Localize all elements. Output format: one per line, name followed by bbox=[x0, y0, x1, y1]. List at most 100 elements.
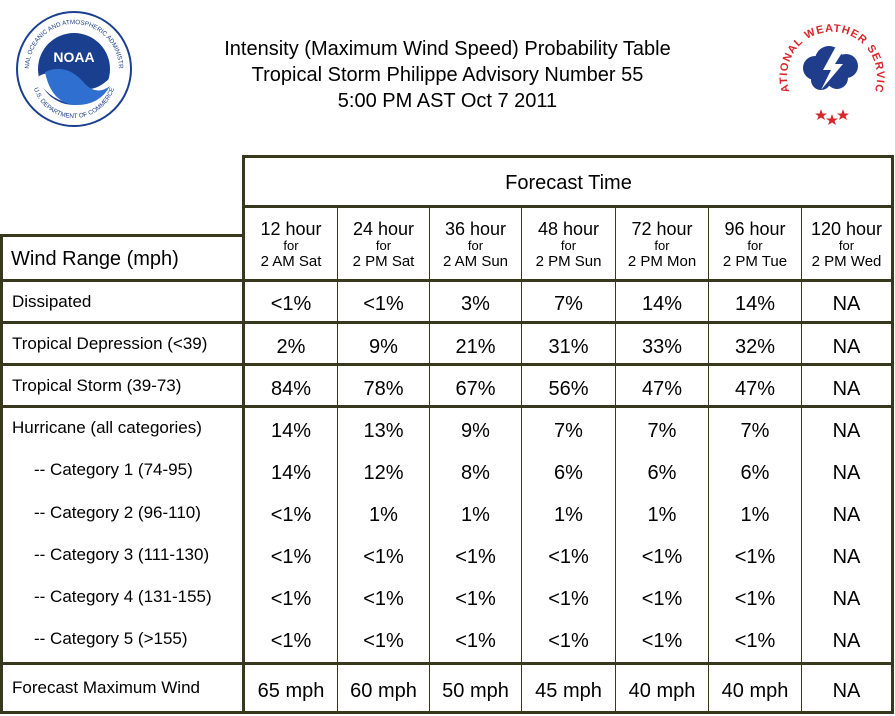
column-header-hour: 72 hour bbox=[631, 219, 693, 239]
column-header: 24 hour for 2 PM Sat bbox=[338, 219, 429, 277]
table-cell: 9% bbox=[461, 420, 490, 442]
table-cell: NA bbox=[832, 680, 861, 702]
table-cell: NA bbox=[832, 546, 861, 568]
column-header-for: for bbox=[375, 238, 392, 253]
table-cell: 14% bbox=[641, 293, 683, 315]
table-cell: <1% bbox=[363, 293, 404, 315]
column-header: 120 hour for 2 PM Wed bbox=[802, 219, 891, 277]
column-header: 96 hour for 2 PM Tue bbox=[709, 219, 801, 277]
column-divider bbox=[429, 207, 430, 713]
column-header-for: for bbox=[283, 238, 299, 253]
row-label: -- Category 3 (111-130) bbox=[34, 545, 210, 564]
table-cell: <1% bbox=[734, 588, 776, 610]
table-cell: 60 mph bbox=[350, 680, 417, 702]
nws-logo: NATIONAL WEATHER SERVICE bbox=[771, 0, 889, 133]
wind-range-top-border bbox=[0, 234, 245, 237]
table-cell: 12% bbox=[363, 462, 404, 484]
column-divider bbox=[708, 207, 709, 713]
column-header-for: for bbox=[467, 238, 484, 253]
column-header-date: 2 PM Tue bbox=[722, 253, 788, 270]
table-cell: <1% bbox=[270, 588, 312, 610]
table-cell: <1% bbox=[363, 630, 404, 652]
column-header-date: 2 PM Sun bbox=[535, 253, 602, 270]
column-header-hour: 120 hour bbox=[810, 219, 883, 239]
column-header-hour: 36 hour bbox=[444, 219, 507, 239]
table-cell: 40 mph bbox=[721, 680, 789, 702]
table-cell: 21% bbox=[455, 336, 496, 358]
table-cell: 65 mph bbox=[257, 680, 325, 702]
row-label: Tropical Depression (<39) bbox=[12, 334, 208, 353]
table-cell: 32% bbox=[734, 336, 776, 358]
table-cell: 6% bbox=[647, 462, 677, 484]
table-cell: 33% bbox=[641, 336, 683, 358]
column-header: 36 hour for 2 AM Sun bbox=[430, 219, 521, 277]
row-divider bbox=[0, 662, 893, 665]
table-border-right bbox=[891, 155, 894, 714]
table-cell: <1% bbox=[548, 546, 589, 568]
table-cell: NA bbox=[832, 588, 861, 610]
column-divider bbox=[521, 207, 522, 713]
table-cell: <1% bbox=[455, 546, 496, 568]
column-header-for: for bbox=[747, 238, 763, 253]
noaa-logo: NOAA NATIONAL OCEANIC AND ATMOSPHERIC AD… bbox=[13, 5, 133, 133]
row-label: -- Category 2 (96-110) bbox=[34, 503, 201, 522]
row-label: -- Category 4 (131-155) bbox=[34, 587, 212, 606]
table-cell: <1% bbox=[641, 588, 683, 610]
table-cell: 84% bbox=[270, 378, 312, 400]
column-header: 72 hour for 2 PM Mon bbox=[616, 219, 708, 277]
forecast-time-divider bbox=[242, 205, 893, 208]
table-cell: 8% bbox=[461, 462, 490, 484]
table-cell: 14% bbox=[734, 293, 776, 315]
table-cell: 2% bbox=[276, 336, 306, 358]
row-divider bbox=[0, 363, 893, 366]
row-label: Tropical Storm (39-73) bbox=[12, 376, 182, 395]
table-cell: <1% bbox=[270, 630, 312, 652]
table-cell: 1% bbox=[554, 504, 583, 526]
table-cell: 47% bbox=[641, 378, 683, 400]
title-line-2: Tropical Storm Philippe Advisory Number … bbox=[251, 64, 644, 86]
table-cell: <1% bbox=[270, 504, 312, 526]
column-header-hour: 12 hour bbox=[260, 219, 322, 239]
table-cell: 7% bbox=[554, 293, 583, 315]
table-cell: 14% bbox=[270, 420, 312, 442]
table-cell: <1% bbox=[641, 546, 683, 568]
table-cell: <1% bbox=[548, 630, 589, 652]
column-header-hour: 96 hour bbox=[724, 219, 786, 239]
wind-range-header: Wind Range (mph) bbox=[11, 248, 179, 270]
table-cell: 6% bbox=[554, 462, 583, 484]
table-cell: <1% bbox=[455, 630, 496, 652]
table-cell: 1% bbox=[647, 504, 677, 526]
table-cell: <1% bbox=[363, 546, 404, 568]
table-cell: <1% bbox=[270, 546, 312, 568]
forecast-time-header: Forecast Time bbox=[505, 172, 632, 194]
row-label: -- Category 1 (74-95) bbox=[34, 460, 193, 479]
column-header-date: 2 PM Mon bbox=[627, 253, 697, 270]
table-cell: NA bbox=[832, 420, 861, 442]
table-cell: NA bbox=[832, 378, 861, 400]
table-cell: <1% bbox=[455, 588, 496, 610]
table-cell: 3% bbox=[461, 293, 490, 315]
row-label: Dissipated bbox=[12, 292, 92, 311]
table-cell: 31% bbox=[548, 336, 589, 358]
column-header-date: 2 AM Sat bbox=[260, 253, 322, 270]
table-cell: NA bbox=[832, 462, 861, 484]
row-label: Hurricane (all categories) bbox=[12, 418, 202, 437]
table-border-left bbox=[0, 234, 3, 714]
row-divider bbox=[0, 405, 893, 408]
table-cell: 13% bbox=[363, 420, 404, 442]
table-cell: NA bbox=[832, 504, 861, 526]
table-cell: 1% bbox=[740, 504, 770, 526]
column-header: 12 hour for 2 AM Sat bbox=[245, 219, 337, 277]
table-cell: NA bbox=[832, 293, 861, 315]
table-cell: 50 mph bbox=[442, 680, 509, 702]
table-cell: 7% bbox=[647, 420, 677, 442]
table-cell: 47% bbox=[734, 378, 776, 400]
column-divider bbox=[801, 207, 802, 713]
column-divider bbox=[337, 207, 338, 713]
table-cell: 7% bbox=[554, 420, 583, 442]
title-line-1: Intensity (Maximum Wind Speed) Probabili… bbox=[224, 38, 671, 60]
row-divider bbox=[0, 321, 893, 324]
table-cell: 45 mph bbox=[535, 680, 602, 702]
table-cell: <1% bbox=[734, 546, 776, 568]
column-header-for: for bbox=[560, 238, 577, 253]
